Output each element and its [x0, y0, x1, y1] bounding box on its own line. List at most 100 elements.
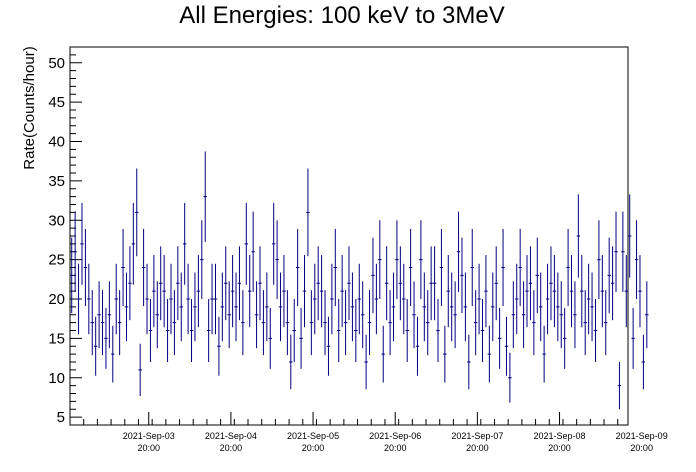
data-point	[309, 290, 314, 356]
x-tick-date-label: 2021-Sep-06	[369, 431, 421, 441]
data-point	[556, 272, 560, 342]
data-point	[501, 228, 505, 307]
data-point	[289, 334, 293, 390]
y-tick-label: 25	[48, 252, 65, 269]
data-point	[436, 299, 440, 362]
x-tick-date-label: 2021-Sep-09	[616, 431, 668, 441]
data-point	[354, 299, 358, 362]
data-point	[93, 316, 98, 376]
data-point	[337, 299, 341, 362]
y-tick-label: 40	[48, 134, 65, 151]
data-point	[566, 228, 570, 307]
data-point	[412, 281, 416, 349]
data-point	[114, 263, 118, 335]
data-point	[306, 168, 310, 257]
data-point	[176, 246, 180, 321]
data-point	[569, 255, 574, 328]
data-point	[100, 290, 105, 356]
data-point	[278, 272, 283, 342]
data-point	[515, 263, 519, 335]
data-point	[87, 263, 91, 335]
data-point	[559, 281, 563, 349]
data-point	[316, 246, 320, 321]
data-point	[542, 325, 546, 383]
data-point	[124, 272, 129, 342]
data-point	[213, 263, 218, 335]
data-point	[271, 202, 276, 285]
data-point	[220, 272, 225, 342]
data-point	[491, 272, 495, 342]
data-point	[508, 352, 512, 403]
x-tick-time-label: 20:00	[466, 443, 489, 453]
data-point	[562, 307, 567, 369]
data-point	[155, 281, 160, 349]
y-tick-label: 10	[48, 370, 65, 387]
x-tick-time-label: 20:00	[548, 443, 571, 453]
data-point	[182, 202, 187, 285]
data-point	[210, 263, 214, 335]
data-point	[73, 211, 77, 292]
data-point	[497, 307, 502, 369]
data-point	[628, 194, 632, 278]
data-point	[398, 246, 403, 321]
data-point	[545, 263, 550, 335]
data-point	[244, 202, 249, 285]
data-point	[340, 255, 344, 328]
data-point	[200, 220, 204, 299]
data-point	[128, 246, 132, 321]
data-point	[241, 290, 245, 356]
data-point	[600, 255, 605, 328]
x-tick-date-label: 2021-Sep-07	[451, 431, 503, 441]
data-point	[295, 228, 300, 307]
data-point	[145, 263, 149, 335]
x-tick-time-label: 20:00	[220, 443, 243, 453]
data-point	[265, 272, 269, 342]
data-point	[432, 246, 437, 321]
y-tick-label: 20	[48, 291, 65, 308]
data-point	[631, 307, 635, 369]
data-point	[518, 228, 522, 307]
data-point	[104, 307, 108, 369]
data-point	[285, 290, 290, 356]
data-point	[148, 299, 153, 362]
data-point	[326, 316, 331, 376]
data-point	[614, 211, 618, 292]
data-point	[138, 343, 142, 396]
data-point	[621, 211, 625, 292]
data-point	[378, 220, 382, 299]
data-point	[111, 325, 115, 383]
x-tick-date-label: 2021-Sep-04	[205, 431, 257, 441]
data-point	[275, 220, 279, 299]
y-tick-label: 45	[48, 94, 65, 111]
data-point	[528, 246, 533, 321]
data-point	[343, 290, 348, 356]
data-point	[429, 246, 433, 321]
data-point	[371, 237, 375, 314]
data-point	[330, 263, 334, 335]
data-point	[268, 307, 272, 369]
data-point	[224, 246, 228, 321]
data-point	[121, 228, 125, 307]
data-point	[604, 290, 608, 356]
data-point	[388, 290, 392, 356]
y-tick-label: 50	[48, 55, 65, 72]
data-point	[70, 237, 74, 314]
data-point	[422, 272, 427, 342]
data-point	[282, 255, 286, 328]
data-point	[172, 290, 177, 356]
data-point	[227, 281, 231, 349]
chart-title: All Energies: 100 keV to 3MeV	[179, 2, 505, 29]
data-point	[107, 281, 112, 349]
data-point	[254, 281, 259, 349]
data-point	[597, 220, 601, 299]
data-point	[319, 255, 324, 328]
data-point	[449, 272, 454, 342]
data-point	[583, 290, 587, 356]
x-tick-time-label: 20:00	[630, 443, 653, 453]
data-point	[610, 246, 615, 321]
data-point	[248, 255, 252, 328]
data-point	[203, 151, 207, 242]
data-point	[141, 228, 146, 307]
data-point	[333, 228, 338, 307]
